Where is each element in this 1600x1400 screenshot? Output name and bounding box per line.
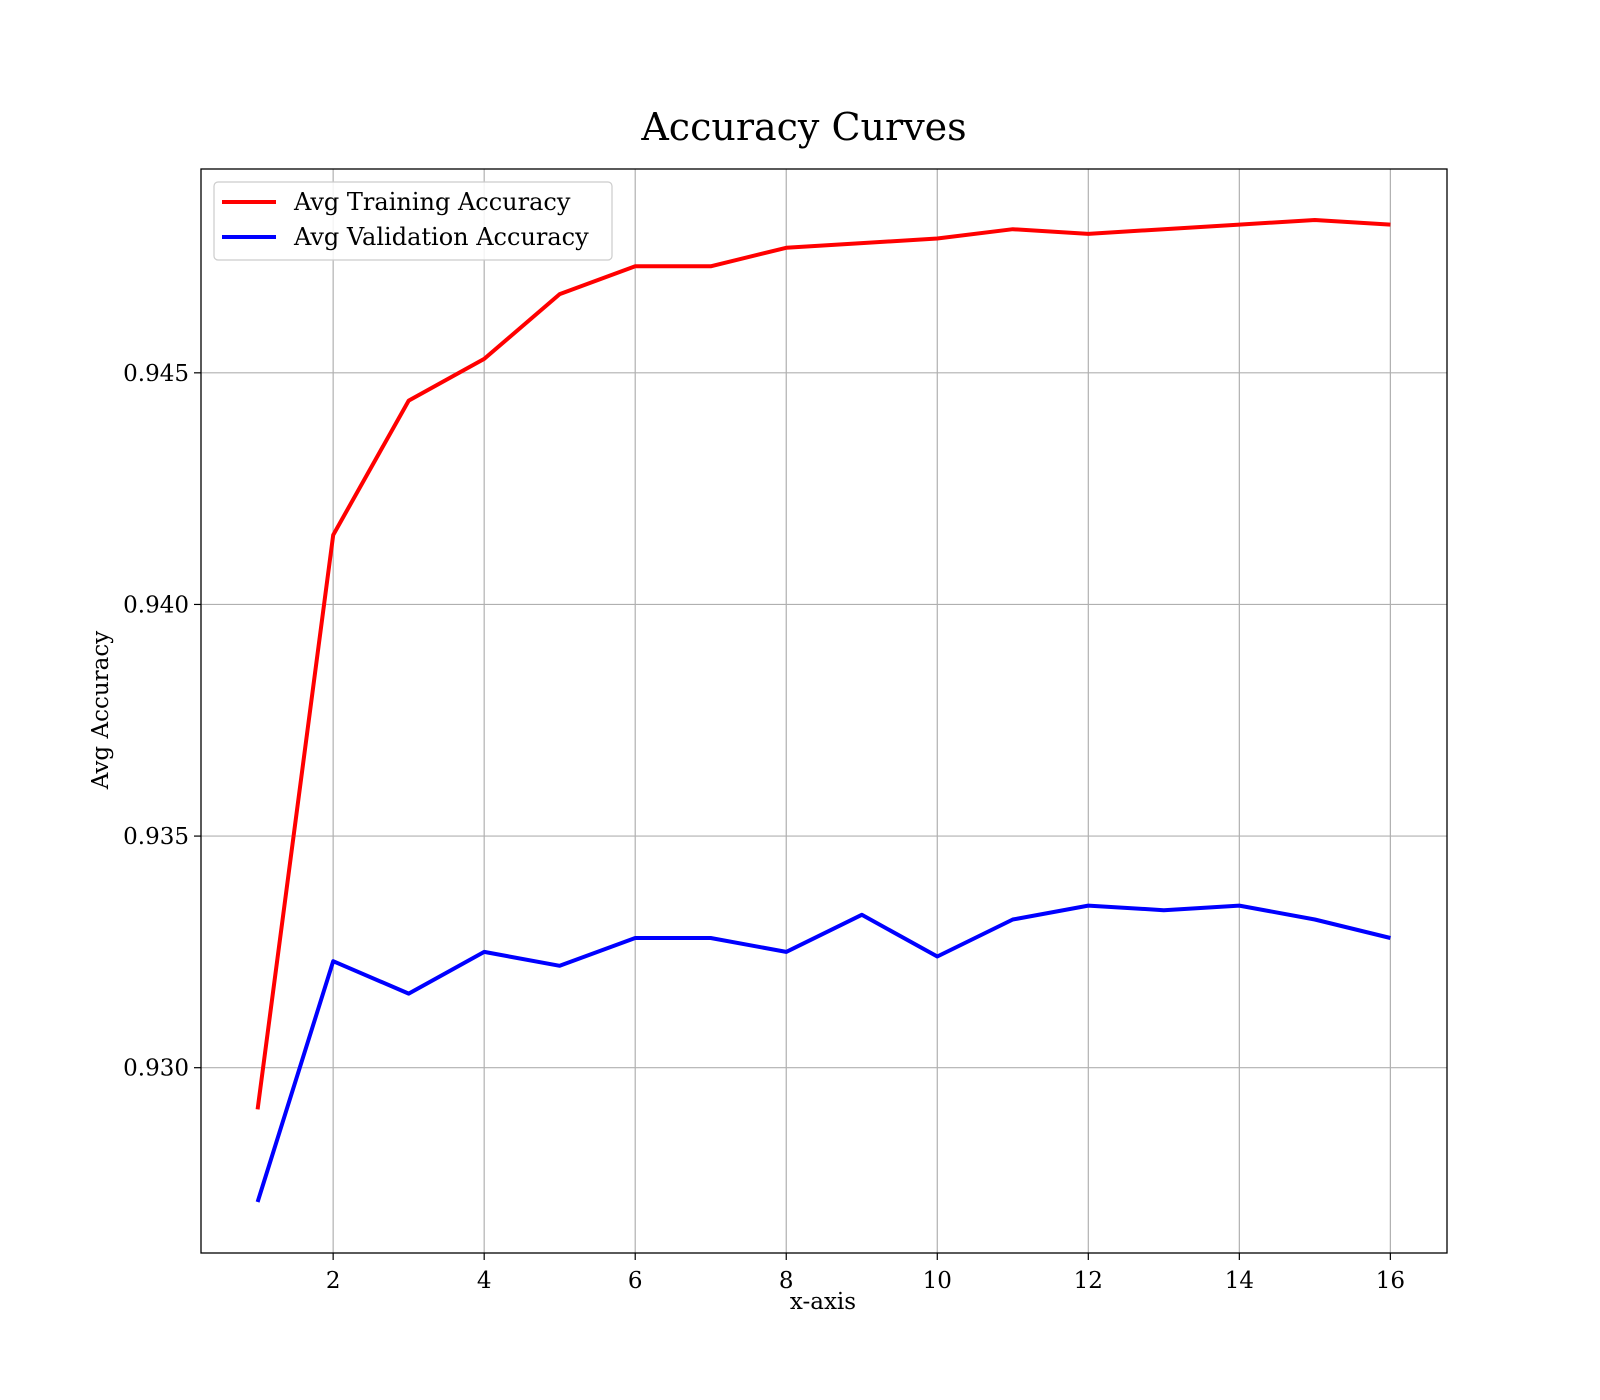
y-tick-label: 0.930 — [123, 1056, 189, 1082]
x-tick-label: 10 — [923, 1268, 952, 1294]
y-tick-label: 0.945 — [123, 361, 189, 387]
legend-label: Avg Validation Accuracy — [293, 223, 589, 251]
legend: Avg Training Accuracy Avg Validation Accu… — [213, 181, 613, 261]
grid-layer — [201, 169, 1447, 1253]
chart-title: Accuracy Curves — [640, 105, 966, 149]
y-tick-label: 0.940 — [123, 592, 189, 618]
x-tick-label: 6 — [628, 1268, 643, 1294]
legend-label: Avg Training Accuracy — [293, 188, 571, 216]
x-tick-label: 14 — [1225, 1268, 1254, 1294]
x-tick-label: 2 — [326, 1268, 341, 1294]
training-accuracy-line — [255, 218, 1391, 1110]
legend-box — [213, 181, 613, 261]
y-tick-label: 0.935 — [123, 824, 189, 850]
validation-accuracy-line — [255, 903, 1391, 1203]
x-tick-label: 16 — [1376, 1268, 1405, 1294]
series-layer — [255, 218, 1391, 1203]
x-axis-label: x-axis — [790, 1289, 856, 1315]
x-tick-label: 12 — [1074, 1268, 1103, 1294]
x-tick-label: 8 — [779, 1268, 794, 1294]
tick-layer: 2 4 6 8 10 12 14 16 0.930 0.935 0.940 0.945 — [123, 361, 1405, 1294]
x-tick-label: 4 — [477, 1268, 492, 1294]
axes-frame — [200, 168, 1448, 1254]
y-axis-label: Avg Accuracy — [88, 631, 114, 790]
